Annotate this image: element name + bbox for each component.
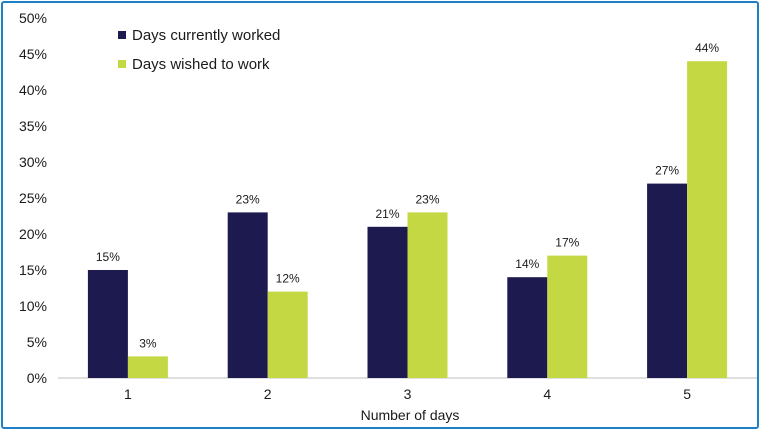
data-label: 3% — [139, 336, 157, 350]
y-tick-label: 10% — [19, 298, 47, 314]
data-label: 44% — [695, 41, 719, 55]
legend: Days currently worked Days wished to wor… — [118, 27, 280, 73]
data-label: 23% — [415, 192, 439, 206]
bar-series-2-cat-2 — [267, 291, 308, 378]
x-tick-label: 1 — [124, 386, 132, 402]
y-tick-label: 15% — [19, 262, 47, 278]
legend-swatch-series-1 — [118, 31, 126, 39]
bar-series-2-cat-4 — [547, 255, 588, 378]
data-label: 21% — [375, 207, 399, 221]
y-tick-label: 30% — [19, 154, 47, 170]
data-labels: 15% 3% 23% 12% 21% 23% 14% 17% 27% 44% — [96, 41, 720, 350]
bar-series-2-cat-3 — [407, 212, 448, 378]
x-axis-ticks: 1 2 3 4 5 — [124, 386, 691, 402]
bar-series-2-cat-1 — [127, 356, 168, 378]
bar-series-1-cat-4 — [507, 277, 548, 378]
y-tick-label: 50% — [19, 10, 47, 26]
bar-series-1-cat-5 — [647, 183, 688, 378]
legend-label-series-1: Days currently worked — [132, 27, 280, 44]
data-label: 15% — [96, 250, 120, 264]
data-label: 12% — [276, 272, 300, 286]
legend-label-series-2: Days wished to work — [132, 56, 270, 73]
data-label: 17% — [555, 236, 579, 250]
y-tick-label: 5% — [27, 334, 47, 350]
bar-series-1-cat-1 — [87, 270, 128, 378]
bars — [87, 61, 728, 378]
y-tick-label: 45% — [19, 46, 47, 62]
y-tick-label: 25% — [19, 190, 47, 206]
x-tick-label: 4 — [543, 386, 551, 402]
bar-series-2-cat-5 — [687, 61, 728, 378]
x-axis-title: Number of days — [361, 407, 460, 423]
y-tick-label: 0% — [27, 370, 47, 386]
bar-series-1-cat-2 — [227, 212, 268, 378]
x-tick-label: 5 — [683, 386, 691, 402]
x-tick-label: 3 — [404, 386, 412, 402]
y-tick-label: 20% — [19, 226, 47, 242]
bar-series-1-cat-3 — [367, 226, 408, 378]
y-tick-label: 40% — [19, 82, 47, 98]
x-tick-label: 2 — [264, 386, 272, 402]
data-label: 27% — [655, 164, 679, 178]
y-axis-ticks: 0% 5% 10% 15% 20% 25% 30% 35% 40% 45% 50% — [19, 10, 47, 386]
data-label: 23% — [236, 192, 260, 206]
legend-swatch-series-2 — [118, 60, 126, 68]
y-tick-label: 35% — [19, 118, 47, 134]
data-label: 14% — [515, 257, 539, 271]
